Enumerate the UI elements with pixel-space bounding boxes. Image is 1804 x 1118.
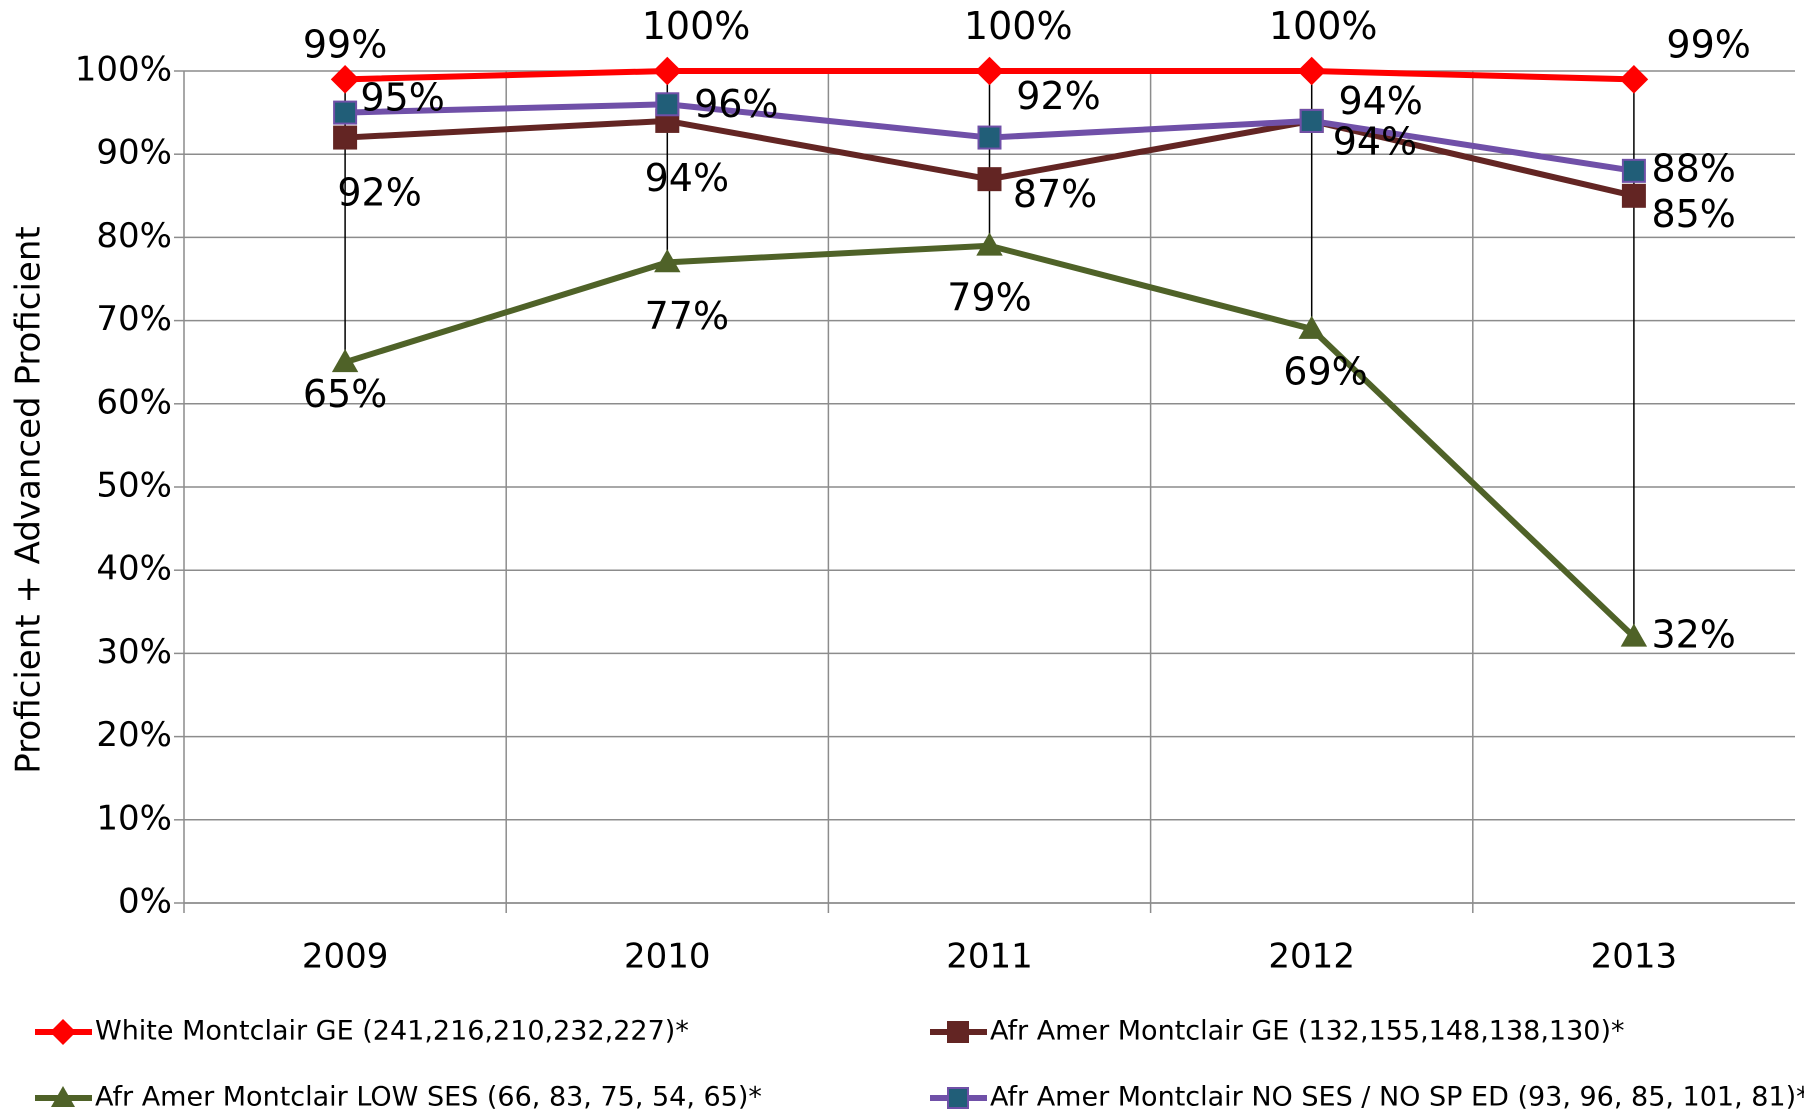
legend-marker bbox=[51, 1086, 75, 1107]
marker bbox=[1620, 623, 1648, 647]
data-label: 94% bbox=[1338, 79, 1422, 123]
y-tick-label: 40% bbox=[96, 549, 172, 589]
x-tick-label: 2013 bbox=[1591, 937, 1678, 977]
marker bbox=[1298, 315, 1325, 339]
marker bbox=[975, 56, 1004, 86]
data-label: 88% bbox=[1651, 146, 1735, 190]
data-label: 32% bbox=[1651, 612, 1735, 656]
marker bbox=[333, 125, 358, 150]
data-label: 94% bbox=[1333, 119, 1417, 163]
marker bbox=[653, 56, 682, 86]
legend-label: Afr Amer Montclair NO SES / NO SP ED (93… bbox=[990, 1082, 1804, 1113]
legend-label: Afr Amer Montclair GE (132,155,148,138,1… bbox=[990, 1016, 1625, 1047]
data-label: 87% bbox=[1013, 172, 1097, 216]
data-label: 94% bbox=[645, 156, 729, 200]
data-label: 65% bbox=[303, 372, 387, 416]
x-tick-label: 2009 bbox=[302, 937, 389, 977]
data-label: 95% bbox=[360, 75, 444, 119]
marker bbox=[976, 232, 1003, 256]
data-label: 100% bbox=[642, 4, 751, 48]
data-label: 77% bbox=[645, 294, 729, 338]
data-label: 85% bbox=[1651, 192, 1735, 236]
marker bbox=[654, 249, 681, 273]
legend-label: Afr Amer Montclair LOW SES (66, 83, 75, … bbox=[95, 1082, 762, 1113]
data-label: 69% bbox=[1283, 349, 1367, 393]
y-tick-label: 70% bbox=[96, 299, 172, 339]
marker bbox=[1297, 56, 1326, 86]
y-tick-label: 80% bbox=[96, 216, 172, 256]
legend-marker bbox=[947, 1021, 969, 1043]
marker bbox=[330, 65, 360, 94]
x-tick-label: 2011 bbox=[946, 937, 1033, 977]
marker bbox=[977, 125, 1002, 150]
y-axis-label: Proficient + Advanced Proficient bbox=[9, 226, 49, 773]
marker bbox=[333, 100, 358, 125]
y-tick-label: 20% bbox=[96, 715, 172, 755]
marker bbox=[1299, 108, 1324, 133]
marker bbox=[1619, 65, 1649, 94]
data-label: 92% bbox=[337, 171, 421, 215]
y-tick-label: 90% bbox=[96, 133, 172, 173]
data-label: 99% bbox=[303, 23, 387, 67]
y-tick-label: 100% bbox=[75, 50, 172, 90]
x-tick-label: 2010 bbox=[624, 937, 711, 977]
data-label: 79% bbox=[947, 275, 1031, 319]
marker bbox=[1621, 183, 1646, 208]
y-tick-label: 60% bbox=[96, 382, 172, 422]
marker bbox=[977, 167, 1002, 192]
x-tick-label: 2012 bbox=[1268, 937, 1355, 977]
data-label: 100% bbox=[964, 4, 1073, 48]
marker bbox=[1621, 158, 1646, 183]
legend-marker bbox=[50, 1019, 76, 1045]
marker bbox=[655, 92, 680, 117]
data-label: 96% bbox=[694, 82, 778, 126]
legend-marker bbox=[947, 1087, 969, 1109]
data-label: 99% bbox=[1666, 23, 1750, 67]
y-tick-label: 10% bbox=[96, 798, 172, 838]
data-label: 100% bbox=[1269, 4, 1378, 48]
y-tick-label: 0% bbox=[118, 882, 172, 922]
y-tick-label: 30% bbox=[96, 632, 172, 672]
data-label: 92% bbox=[1016, 74, 1100, 118]
legend-label: White Montclair GE (241,216,210,232,227)… bbox=[95, 1016, 689, 1047]
marker bbox=[331, 349, 359, 373]
y-tick-label: 50% bbox=[96, 466, 172, 506]
